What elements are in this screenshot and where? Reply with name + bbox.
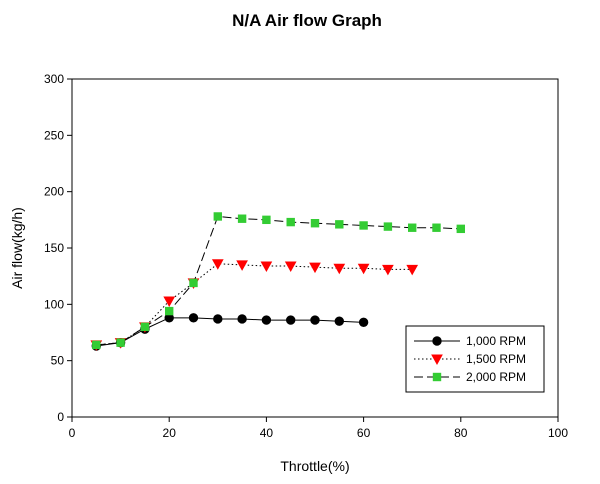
legend-label: 1,500 RPM (466, 352, 526, 366)
data-point (335, 220, 344, 229)
data-point (383, 222, 393, 231)
data-point (309, 262, 321, 274)
y-tick-label: 50 (51, 354, 65, 368)
data-point (116, 338, 125, 347)
data-point (286, 217, 295, 227)
y-axis-label: Air flow(kg/h) (9, 207, 25, 289)
y-tick-label: 300 (44, 72, 64, 86)
data-point (333, 263, 346, 275)
series-group (90, 212, 465, 351)
legend-marker (431, 354, 443, 366)
legend-label: 1,000 RPM (466, 334, 526, 348)
data-point (237, 314, 247, 324)
series-1 (91, 313, 369, 351)
series-2 (90, 259, 419, 351)
legend-box (405, 325, 545, 393)
data-point (310, 315, 320, 325)
series-3 (92, 212, 465, 350)
chart-title: N/A Air flow Graph (232, 11, 382, 30)
data-point (406, 264, 419, 276)
data-point (310, 219, 320, 228)
data-point (189, 278, 198, 288)
data-point (359, 221, 368, 230)
data-point (357, 263, 370, 275)
data-point (92, 340, 101, 350)
y-tick-label: 0 (57, 410, 64, 424)
data-point (284, 261, 297, 273)
data-point (213, 314, 223, 324)
x-tick-label: 80 (454, 426, 468, 440)
data-point (286, 315, 296, 325)
y-tick-label: 200 (44, 185, 64, 199)
data-point (237, 214, 247, 223)
legend-marker (432, 372, 442, 382)
legend-item: 1,000 RPM (414, 334, 526, 348)
data-point (456, 224, 465, 234)
series-line (96, 215, 461, 346)
data-point (165, 306, 174, 316)
y-axis-ticks: 0 50 100 150 200 250 300 (44, 72, 72, 424)
data-point (408, 223, 417, 232)
data-point (358, 317, 369, 328)
legend-item: 2,000 RPM (414, 370, 526, 384)
y-tick-label: 100 (44, 297, 64, 311)
data-point (382, 264, 394, 276)
data-point (188, 313, 199, 323)
data-point (261, 315, 272, 325)
legend-item: 1,500 RPM (414, 352, 526, 366)
x-tick-label: 40 (260, 426, 274, 440)
legend-label: 2,000 RPM (466, 370, 526, 384)
x-tick-label: 0 (69, 426, 76, 440)
data-point (262, 215, 271, 225)
x-tick-label: 100 (548, 426, 568, 440)
data-point (260, 261, 273, 273)
data-point (213, 212, 222, 221)
data-point (163, 296, 176, 307)
data-point (236, 260, 248, 271)
x-tick-label: 60 (357, 426, 371, 440)
data-point (334, 316, 344, 326)
legend: 1,000 RPM 1,500 RPM 2,000 RPM (405, 325, 545, 393)
x-axis-ticks: 0 20 40 60 80 100 (69, 417, 568, 440)
x-tick-label: 20 (163, 426, 177, 440)
y-tick-label: 150 (44, 241, 64, 255)
data-point (432, 223, 441, 232)
y-tick-label: 250 (44, 128, 64, 142)
x-axis-label: Throttle(%) (280, 458, 349, 474)
data-point (211, 259, 224, 270)
legend-marker (432, 336, 442, 346)
data-point (140, 322, 150, 332)
